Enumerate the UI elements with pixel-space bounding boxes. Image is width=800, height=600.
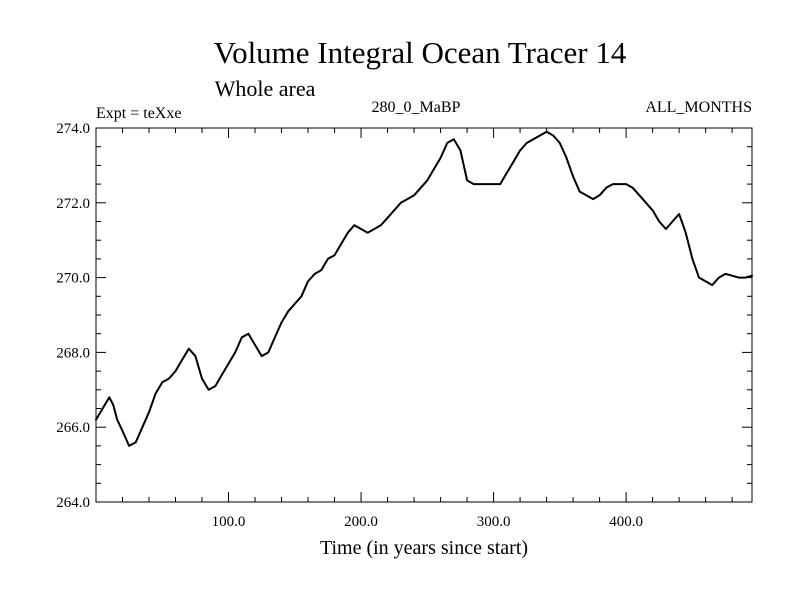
x-tick-label: 200.0: [344, 514, 378, 530]
months-label: ALL_MONTHS: [645, 99, 752, 116]
chart-title: Volume Integral Ocean Tracer 14: [214, 35, 627, 70]
y-tick-label: 264.0: [56, 495, 90, 511]
x-tick-label: 100.0: [212, 514, 246, 530]
axis-ticks: [96, 127, 752, 503]
x-tick-label: 300.0: [477, 514, 511, 530]
x-tick-label: 400.0: [609, 514, 643, 530]
y-tick-label: 272.0: [56, 196, 90, 212]
series-line: [95, 130, 753, 447]
period-label: 280_0_MaBP: [372, 99, 461, 116]
chart-subtitle: Whole area: [215, 76, 316, 101]
y-tick-label: 266.0: [56, 420, 90, 436]
y-tick-label: 270.0: [56, 271, 90, 287]
y-tick-label: 268.0: [56, 345, 90, 361]
experiment-label: Expt = teXxe: [96, 105, 181, 122]
x-axis-label: Time (in years since start): [320, 537, 528, 559]
axis-tick-labels: 264.0 266.0 268.0 270.0 272.0 274.0 100.0 200.0…: [56, 121, 643, 530]
data-series: [95, 130, 753, 447]
y-tick-label: 274.0: [56, 121, 90, 137]
